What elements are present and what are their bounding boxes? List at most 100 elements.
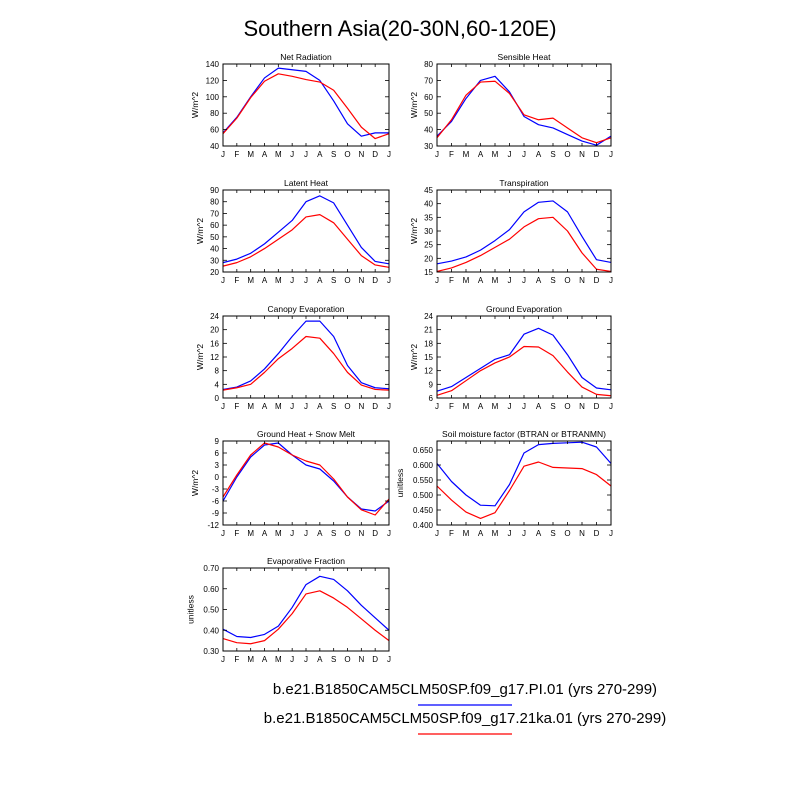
- soil-moisture-factor-x-tick-label: D: [594, 529, 600, 538]
- canopy-evaporation-x-tick-label: N: [358, 402, 364, 411]
- transpiration-x-tick-label: M: [492, 276, 499, 285]
- soil-moisture-factor-y-tick-label: 0.450: [413, 506, 434, 515]
- canopy-evaporation-x-tick-label: F: [234, 402, 239, 411]
- canopy-evaporation-x-tick-label: A: [317, 402, 323, 411]
- transpiration-x-tick-label: A: [478, 276, 484, 285]
- ground-heat-snow-melt-y-tick-label: -3: [212, 485, 220, 494]
- evaporative-fraction-x-tick-label: S: [331, 655, 336, 664]
- net-radiation-plot-frame: [222, 63, 390, 147]
- net-radiation-x-tick-label: A: [262, 150, 268, 159]
- latent-heat-x-tick-label: A: [317, 276, 323, 285]
- legend-label-2: b.e21.B1850CAM5CLM50SP.f09_g17.21ka.01 (…: [264, 710, 667, 727]
- evaporative-fraction-plot-frame: [222, 567, 390, 652]
- transpiration-x-tick-label: F: [449, 276, 454, 285]
- transpiration-x-tick-label: S: [550, 276, 555, 285]
- ground-heat-snow-melt-y-tick-label: 9: [215, 437, 220, 446]
- latent-heat-y-tick-label: 20: [210, 268, 219, 277]
- ground-evaporation-y-tick-label: 18: [424, 339, 433, 348]
- latent-heat-x-tick-label: M: [275, 276, 282, 285]
- soil-moisture-factor-x-tick-label: O: [564, 529, 570, 538]
- latent-heat-y-tick-label: 50: [210, 233, 219, 242]
- sensible-heat-x-tick-label: F: [449, 150, 454, 159]
- canopy-evaporation-y-tick-label: 20: [210, 326, 219, 335]
- evaporative-fraction-series-pi-line: [222, 575, 390, 639]
- ground-evaporation-y-tick-label: 12: [424, 367, 433, 376]
- figure-title: Southern Asia(20-30N,60-120E): [243, 16, 556, 41]
- soil-moisture-factor-x-tick-label: S: [550, 529, 555, 538]
- soil-moisture-factor-x-tick-label: F: [449, 529, 454, 538]
- sensible-heat-x-tick-label: O: [564, 150, 570, 159]
- latent-heat-x-tick-label: J: [387, 276, 391, 285]
- canopy-evaporation-y-tick-label: 0: [215, 394, 220, 403]
- ground-heat-snow-melt-y-tick-label: -9: [212, 509, 220, 518]
- evaporative-fraction-series-ka21-line: [222, 590, 390, 645]
- ground-evaporation-x-tick-label: J: [522, 402, 526, 411]
- latent-heat-x-tick-label: J: [221, 276, 225, 285]
- ground-evaporation-x-tick-label: D: [594, 402, 600, 411]
- soil-moisture-factor-y-tick-label: 0.550: [413, 476, 434, 485]
- soil-moisture-factor-x-tick-label: A: [478, 529, 484, 538]
- sensible-heat-x-tick-label: A: [478, 150, 484, 159]
- soil-moisture-factor-x-tick-label: J: [522, 529, 526, 538]
- transpiration-series-ka21-line: [436, 216, 612, 273]
- evaporative-fraction-x-tick-label: N: [358, 655, 364, 664]
- ground-heat-snow-melt-x-tick-label: M: [247, 529, 254, 538]
- ground-heat-snow-melt-series-pi-line: [222, 442, 390, 512]
- ground-heat-snow-melt-x-tick-label: J: [387, 529, 391, 538]
- ground-heat-snow-melt-x-tick-label: N: [358, 529, 364, 538]
- net-radiation-title: Net Radiation: [280, 52, 332, 62]
- latent-heat-y-tick-label: 80: [210, 198, 219, 207]
- ground-evaporation-y-tick-label: 24: [424, 312, 433, 321]
- net-radiation-x-tick-label: J: [387, 150, 391, 159]
- transpiration-x-tick-label: J: [609, 276, 613, 285]
- net-radiation-y-axis-label: W/m^2: [190, 92, 200, 118]
- soil-moisture-factor-x-tick-label: N: [579, 529, 585, 538]
- latent-heat-y-tick-label: 30: [210, 256, 219, 265]
- transpiration-x-tick-label: D: [594, 276, 600, 285]
- transpiration-title: Transpiration: [499, 178, 549, 188]
- latent-heat-x-tick-label: J: [290, 276, 294, 285]
- ground-heat-snow-melt-x-tick-label: J: [221, 529, 225, 538]
- transpiration-x-tick-label: J: [508, 276, 512, 285]
- ground-evaporation-y-tick-label: 21: [424, 326, 433, 335]
- sensible-heat-x-tick-label: A: [536, 150, 542, 159]
- net-radiation-x-tick-label: D: [372, 150, 378, 159]
- transpiration-panel: J F M A M J J A S O N D J15202530354045Transpiration…: [409, 178, 613, 285]
- net-radiation-x-tick-label: J: [304, 150, 308, 159]
- ground-evaporation-x-tick-label: F: [449, 402, 454, 411]
- ground-heat-snow-melt-x-tick-label: A: [262, 529, 268, 538]
- sensible-heat-x-tick-label: J: [522, 150, 526, 159]
- transpiration-x-tick-label: A: [536, 276, 542, 285]
- ground-heat-snow-melt-series-ka21-line: [222, 442, 390, 516]
- net-radiation-y-tick-label: 80: [210, 109, 219, 118]
- latent-heat-x-tick-label: S: [331, 276, 336, 285]
- soil-moisture-factor-x-tick-label: M: [492, 529, 499, 538]
- soil-moisture-factor-x-tick-label: A: [536, 529, 542, 538]
- ground-evaporation-series-ka21-line: [436, 345, 612, 397]
- net-radiation-y-tick-label: 100: [206, 93, 220, 102]
- ground-heat-snow-melt-title: Ground Heat + Snow Melt: [257, 429, 356, 439]
- soil-moisture-factor-y-tick-label: 0.600: [413, 461, 434, 470]
- evaporative-fraction-panel: J F M A M J J A S O N D J0.300.400.500.600.70Evapora…: [186, 556, 391, 664]
- ground-evaporation-x-tick-label: M: [492, 402, 499, 411]
- latent-heat-x-tick-label: M: [247, 276, 254, 285]
- soil-moisture-factor-title: Soil moisture factor (BTRAN or BTRANMN): [442, 429, 606, 439]
- latent-heat-y-tick-label: 60: [210, 221, 219, 230]
- evaporative-fraction-y-tick-label: 0.30: [203, 647, 219, 656]
- transpiration-y-tick-label: 25: [424, 241, 433, 250]
- ground-heat-snow-melt-plot-frame: [222, 440, 390, 526]
- transpiration-x-tick-label: M: [463, 276, 470, 285]
- canopy-evaporation-x-tick-label: S: [331, 402, 336, 411]
- transpiration-y-tick-label: 15: [424, 268, 433, 277]
- soil-moisture-factor-y-tick-label: 0.650: [413, 446, 434, 455]
- sensible-heat-x-tick-label: D: [594, 150, 600, 159]
- net-radiation-x-tick-label: J: [221, 150, 225, 159]
- latent-heat-series-pi-line: [222, 195, 390, 265]
- sensible-heat-y-tick-label: 50: [424, 109, 433, 118]
- evaporative-fraction-x-tick-label: J: [387, 655, 391, 664]
- ground-heat-snow-melt-y-tick-label: -6: [212, 497, 220, 506]
- evaporative-fraction-x-tick-label: A: [262, 655, 268, 664]
